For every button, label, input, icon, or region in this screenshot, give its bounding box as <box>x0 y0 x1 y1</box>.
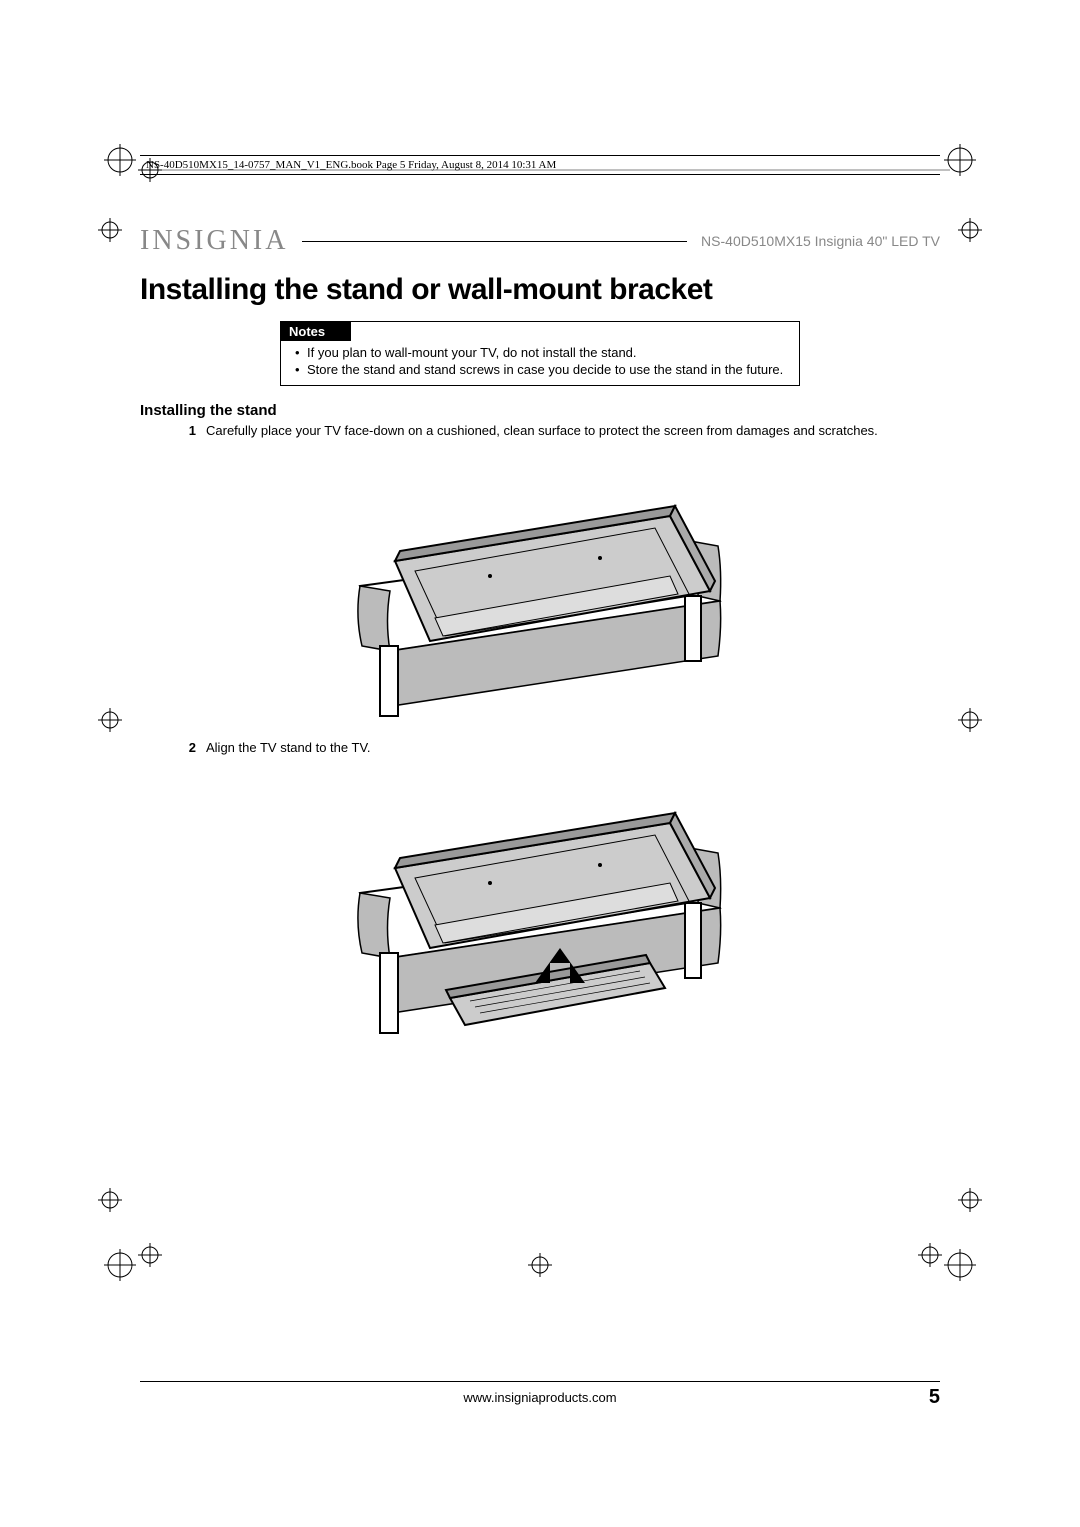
running-head: NS-40D510MX15_14-0757_MAN_V1_ENG.book Pa… <box>140 155 940 175</box>
step-2: 2 Align the TV stand to the TV. <box>140 740 940 757</box>
footer-url: www.insigniaproducts.com <box>463 1390 616 1405</box>
page-title: Installing the stand or wall-mount brack… <box>140 273 940 307</box>
notes-box: Notes If you plan to wall-mount your TV,… <box>280 321 800 386</box>
section-heading: Installing the stand <box>140 402 940 419</box>
note-item: If you plan to wall-mount your TV, do no… <box>295 345 789 362</box>
step-text: Carefully place your TV face-down on a c… <box>206 423 940 440</box>
page-number: 5 <box>929 1386 940 1409</box>
step-number: 2 <box>184 740 196 757</box>
header-rule <box>302 241 687 242</box>
figure-align-stand <box>340 763 740 1073</box>
brand-logo: INSIGNIA <box>140 225 288 257</box>
step-text: Align the TV stand to the TV. <box>206 740 940 757</box>
note-item: Store the stand and stand screws in case… <box>295 362 789 379</box>
figure-tv-on-table <box>340 446 740 726</box>
notes-body: If you plan to wall-mount your TV, do no… <box>281 341 799 385</box>
notes-header: Notes <box>281 322 351 341</box>
product-id: NS-40D510MX15 Insignia 40" LED TV <box>701 233 940 249</box>
step-1: 1 Carefully place your TV face-down on a… <box>140 423 940 440</box>
step-number: 1 <box>184 423 196 440</box>
header-row: INSIGNIA NS-40D510MX15 Insignia 40" LED … <box>140 225 940 257</box>
page-content: NS-40D510MX15_14-0757_MAN_V1_ENG.book Pa… <box>140 155 940 1405</box>
page-footer: www.insigniaproducts.com 5 <box>140 1381 940 1405</box>
